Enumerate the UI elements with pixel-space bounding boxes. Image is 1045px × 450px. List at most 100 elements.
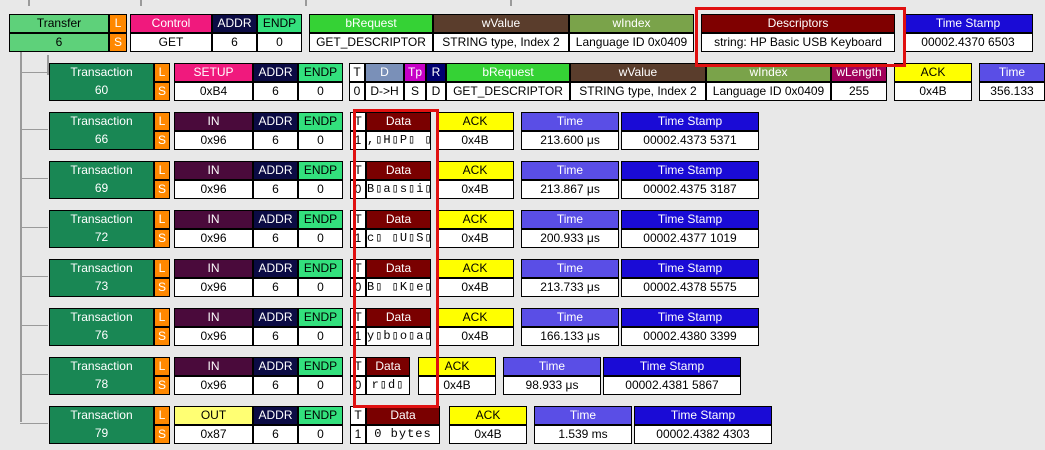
transaction-4-l-badge[interactable]: L [154,308,170,327]
transaction-1-endp-header: ENDP [298,161,343,180]
transaction-2-addr-header: ADDR [253,210,298,229]
transaction-3-time-value: 213.733 μs [521,278,619,297]
transaction-6-addr-header: ADDR [253,406,298,425]
setup-transaction-l-badge[interactable]: L [154,63,170,82]
transaction-5-l-badge[interactable]: L [154,357,170,376]
transaction-2-id-cell[interactable] [49,210,154,248]
transaction-0-data-value: ,▯H▯P▯ ▯ [366,131,431,150]
transaction-5-endp-header: ENDP [298,357,343,376]
transaction-4-data-value: y▯b▯o▯a▯ [366,327,431,346]
transaction-6-timestamp-header: Time Stamp [634,406,772,425]
transaction-3-pid-value: 0x96 [174,278,253,297]
transaction-2-endp-value: 0 [298,229,343,248]
setup-ack-header: ACK [894,63,972,82]
transfer-l-badge[interactable]: L [109,14,127,33]
setup-addr-value: 6 [253,82,298,101]
transaction-3-number: 73 [94,279,109,293]
transaction-5-ack-value: 0x4B [418,376,496,395]
setup-time-header: Time [979,63,1045,82]
transaction-2-s-badge[interactable]: S [154,229,170,248]
transaction-0-ack-header: ACK [436,112,514,131]
transaction-6-pid-header: OUT [174,406,253,425]
transaction-2-number: 72 [94,230,109,244]
transaction-4-pid-header: IN [174,308,253,327]
transaction-6-l-badge[interactable]: L [154,406,170,425]
tree-branch-0 [20,72,48,73]
transfer-timestamp-value: 00002.4370 6503 [903,33,1033,52]
transaction-4-id-cell[interactable] [49,308,154,346]
transaction-5-addr-value: 6 [253,376,298,395]
setup-r-value: D [426,82,446,101]
transaction-3-timestamp-value: 00002.4378 5575 [621,278,759,297]
transfer-s-badge[interactable]: S [109,33,127,52]
tree-branch-3 [20,227,48,228]
transaction-3-id-cell[interactable] [49,259,154,297]
transaction-5-addr-header: ADDR [253,357,298,376]
transfer-number[interactable]: 6 [9,33,109,52]
transaction-1-timestamp-header: Time Stamp [621,161,759,180]
setup-transaction-id-cell[interactable] [49,63,154,101]
transfer-endp-value: 0 [257,33,302,52]
transaction-5-pid-header: IN [174,357,253,376]
transaction-6-addr-value: 6 [253,425,298,444]
tree-branch-5 [20,325,48,326]
transfer-label[interactable]: Transfer [9,14,109,33]
transaction-1-label: Transaction [70,163,133,177]
transaction-4-label: Transaction [70,310,133,324]
transaction-0-s-badge[interactable]: S [154,131,170,150]
setup-transaction-number: 60 [94,83,109,97]
transaction-2-addr-value: 6 [253,229,298,248]
transaction-3-s-badge[interactable]: S [154,278,170,297]
transaction-1-data-header: Data [366,161,431,180]
transaction-5-endp-value: 0 [298,376,343,395]
transaction-1-ack-value: 0x4B [436,180,514,199]
transaction-1-addr-value: 6 [253,180,298,199]
transaction-6-time-header: Time [534,406,632,425]
transaction-6-data-value: 0 bytes [366,425,440,444]
transfer-windex-value: Language ID 0x0409 [569,33,694,52]
tree-branch-4 [20,276,48,277]
transaction-5-s-badge[interactable]: S [154,376,170,395]
transaction-3-data-header: Data [366,259,431,278]
transaction-6-s-badge[interactable]: S [154,425,170,444]
transaction-5-time-header: Time [503,357,601,376]
transaction-1-pid-header: IN [174,161,253,180]
transaction-1-l-badge[interactable]: L [154,161,170,180]
transaction-3-addr-header: ADDR [253,259,298,278]
transaction-6-id-cell[interactable] [49,406,154,444]
transaction-0-time-header: Time [521,112,619,131]
transaction-1-number: 69 [94,181,109,195]
transaction-5-t-header: T [350,357,366,376]
transaction-5-id-cell[interactable] [49,357,154,395]
transaction-2-timestamp-value: 00002.4377 1019 [621,229,759,248]
setup-windex-header: wIndex [706,63,831,82]
transaction-0-timestamp-value: 00002.4373 5371 [621,131,759,150]
transaction-4-timestamp-header: Time Stamp [621,308,759,327]
setup-transaction-label: Transaction [70,65,133,79]
transaction-1-time-header: Time [521,161,619,180]
transaction-1-data-value: B▯a▯s▯i▯ [366,180,431,199]
transaction-3-l-badge[interactable]: L [154,259,170,278]
setup-addr-header: ADDR [253,63,298,82]
transfer-brequest-value: GET_DESCRIPTOR [309,33,433,52]
transaction-5-ack-header: ACK [418,357,496,376]
transaction-4-s-badge[interactable]: S [154,327,170,346]
transaction-2-ack-header: ACK [436,210,514,229]
transaction-0-id-cell[interactable] [49,112,154,150]
transaction-2-l-badge[interactable]: L [154,210,170,229]
transfer-addr-value: 6 [212,33,257,52]
setup-transaction-s-badge[interactable]: S [154,82,170,101]
transaction-6-timestamp-value: 00002.4382 4303 [634,425,772,444]
transaction-1-id-cell[interactable] [49,161,154,199]
setup-endp-header: ENDP [298,63,343,82]
transaction-1-s-badge[interactable]: S [154,180,170,199]
transaction-3-ack-header: ACK [436,259,514,278]
transaction-0-l-badge[interactable]: L [154,112,170,131]
tree-top-stub-4 [510,0,512,6]
tree-top-stub [28,0,30,6]
transaction-3-t-value: 0 [350,278,366,297]
transaction-0-pid-value: 0x96 [174,131,253,150]
transaction-4-timestamp-value: 00002.4380 3399 [621,327,759,346]
transaction-5-t-value: 0 [350,376,366,395]
transaction-2-t-value: 1 [350,229,366,248]
